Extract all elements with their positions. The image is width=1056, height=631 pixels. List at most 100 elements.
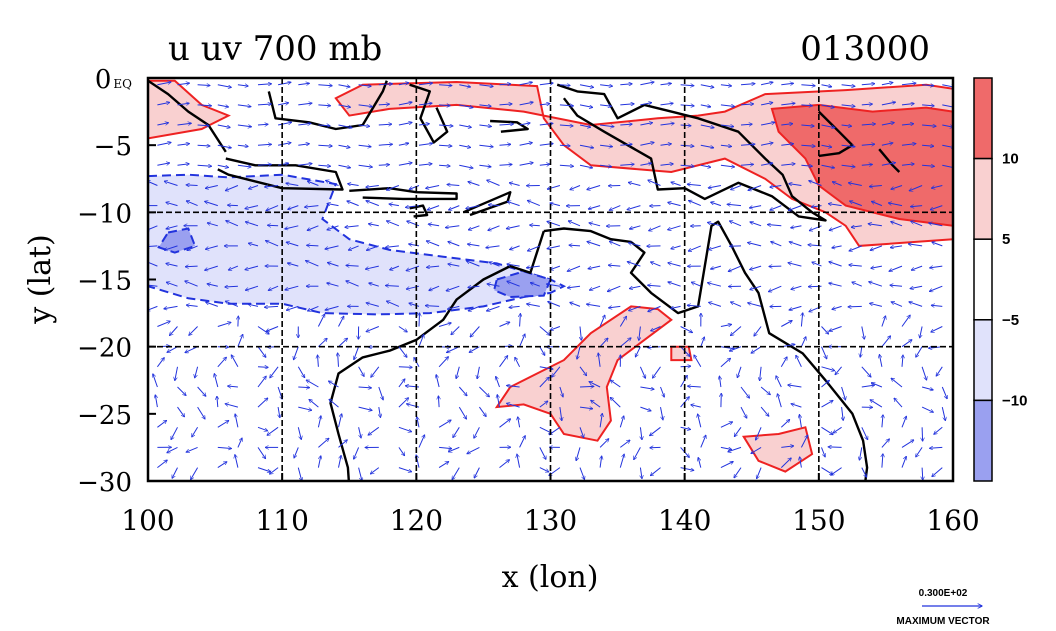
wind-vector-769: [338, 455, 342, 468]
wind-vector-151: [781, 144, 793, 146]
wind-vector-791: [780, 458, 791, 468]
wind-vector-121: [177, 144, 190, 146]
wind-vector-786: [680, 467, 694, 471]
y-tick-label-2: −10: [77, 199, 132, 229]
wind-vector-96: [479, 125, 491, 127]
colorbar-segment-2: [973, 238, 993, 321]
coastline-11: [543, 220, 869, 481]
wind-vector-424: [629, 285, 641, 288]
wind-vector-620: [559, 386, 563, 397]
wind-vector-465: [648, 305, 661, 311]
wind-vector-4: [237, 85, 248, 86]
wind-vector-376: [466, 261, 480, 267]
wind-vector-590: [760, 366, 762, 381]
wind-vector-464: [629, 305, 641, 310]
wind-vector-352: [789, 242, 802, 247]
wind-vector-168: [318, 165, 330, 166]
wind-vector-290: [345, 226, 359, 228]
wind-vector-515: [861, 326, 865, 340]
wind-vector-389: [728, 265, 742, 271]
wind-vector-725: [257, 447, 266, 458]
wind-vector-171: [378, 165, 390, 166]
wind-vector-716: [882, 415, 883, 428]
wind-vector-15: [459, 84, 470, 87]
wind-vector-689: [338, 414, 342, 428]
wind-vector-695: [453, 427, 460, 437]
wind-vector-296: [468, 225, 480, 230]
wind-vector-346: [671, 245, 681, 249]
wind-vector-799: [932, 467, 943, 477]
wind-vector-541: [577, 346, 581, 359]
wind-vector-553: [821, 346, 827, 359]
wind-vector-338: [510, 245, 520, 250]
wind-vector-477: [891, 302, 903, 307]
wind-vector-364: [228, 265, 239, 270]
wind-vector-625: [660, 386, 665, 397]
wind-vector-671: [777, 394, 782, 408]
wind-vector-220: [547, 185, 561, 190]
wind-vector-723: [217, 447, 232, 448]
wind-vector-152: [801, 145, 815, 146]
wind-vector-631: [776, 376, 782, 388]
wind-vector-179: [539, 164, 550, 165]
wind-vector-243: [205, 201, 218, 207]
wind-vector-277: [888, 203, 903, 207]
wind-vector-266: [668, 202, 681, 207]
wind-vector-112: [801, 125, 814, 126]
wind-vector-169: [338, 164, 351, 167]
wind-vector-361: [166, 263, 178, 267]
wind-vector-665: [660, 407, 664, 420]
wind-vector-478: [909, 302, 923, 307]
colorbar-segment-4: [973, 399, 993, 482]
wind-vector-509: [730, 326, 742, 336]
wind-vector-709: [734, 427, 742, 436]
wind-vector-299: [530, 225, 540, 226]
wind-vector-370: [346, 265, 359, 266]
wind-vector-297: [488, 225, 500, 231]
wind-vector-131: [378, 144, 393, 145]
wind-vector-135: [459, 144, 470, 147]
wind-vector-605: [257, 376, 266, 388]
wind-vector-604: [228, 386, 238, 387]
wind-vector-362: [185, 266, 198, 267]
wind-vector-532: [398, 346, 407, 358]
wind-vector-77: [901, 104, 914, 105]
wind-vector-379: [526, 266, 540, 268]
coastline-5: [267, 80, 388, 131]
wind-vector-386: [668, 263, 681, 267]
wind-vector-107: [700, 124, 714, 128]
wind-vector-558: [916, 346, 923, 358]
y-tick-label-0: 0 EQ: [95, 65, 132, 95]
wind-vector-480: [157, 321, 170, 327]
wind-vector-306: [668, 225, 681, 230]
wind-vector-556: [881, 336, 891, 348]
y-tick-label-5: −25: [77, 401, 132, 431]
wind-vector-372: [390, 265, 400, 270]
wind-vector-111: [781, 124, 793, 125]
wind-vector-457: [486, 305, 500, 311]
wind-vector-182: [600, 165, 612, 166]
wind-vector-211: [366, 186, 379, 188]
wind-vector-97: [499, 124, 514, 125]
wind-vector-728: [318, 438, 329, 448]
wind-vector-677: [894, 398, 903, 408]
wind-vector-163: [217, 164, 229, 167]
wind-vector-527: [294, 346, 299, 360]
wind-vector-626: [680, 375, 688, 388]
wind-vector-161: [177, 164, 190, 166]
wind-vector-581: [579, 366, 587, 376]
wind-vector-279: [930, 205, 943, 210]
wind-vector-330: [348, 245, 359, 250]
wind-vector-197: [901, 164, 914, 165]
wind-vector-381: [567, 265, 581, 271]
wind-vector-566: [270, 366, 279, 378]
wind-vector-502: [599, 315, 605, 327]
coastline-7: [490, 119, 529, 133]
wind-vector-501: [580, 326, 581, 341]
wind-vector-572: [398, 367, 412, 368]
wind-vector-787: [698, 458, 702, 468]
wind-vector-422: [589, 285, 601, 290]
wind-vector-623: [610, 380, 621, 388]
wind-vector-569: [338, 353, 339, 367]
wind-vector-704: [640, 427, 642, 440]
